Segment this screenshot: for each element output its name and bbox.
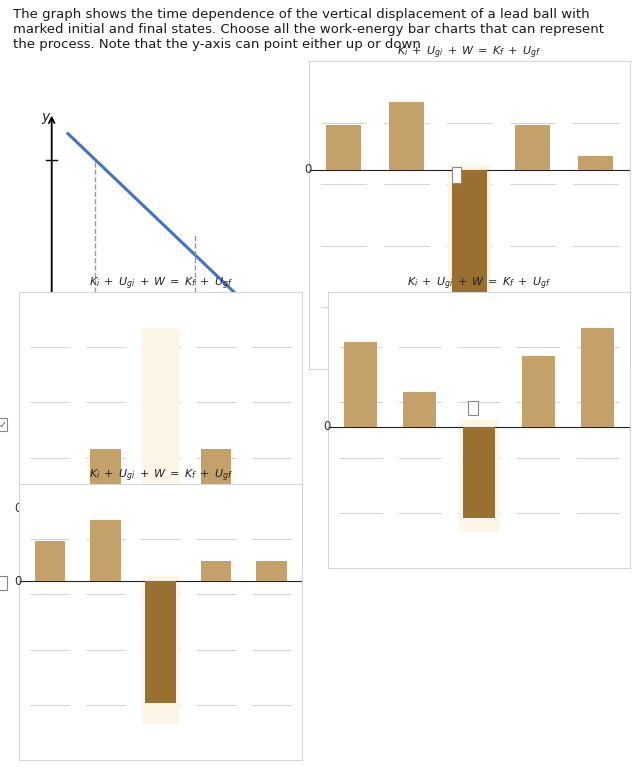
Bar — [515, 124, 550, 170]
Text: 0: 0 — [15, 502, 22, 515]
Text: i: i — [93, 340, 96, 353]
Bar — [142, 329, 179, 531]
Text: The graph shows the time dependence of the vertical displacement of a lead ball : The graph shows the time dependence of t… — [13, 8, 604, 51]
Bar — [201, 561, 231, 581]
FancyBboxPatch shape — [469, 401, 478, 415]
Title: $K_i \;+\; U_{gi} \;+\; W \;=\; K_f \;+\; U_{gf}$: $K_i \;+\; U_{gi} \;+\; W \;=\; K_f \;+\… — [407, 276, 551, 292]
Bar — [404, 392, 436, 426]
Bar — [578, 157, 613, 170]
FancyBboxPatch shape — [0, 418, 6, 432]
Bar — [142, 576, 179, 723]
FancyBboxPatch shape — [0, 577, 6, 591]
Text: y: y — [41, 110, 49, 124]
Bar — [452, 170, 487, 310]
Title: $K_i \;+\; U_{gi} \;+\; W \;=\; K_f \;+\; U_{gf}$: $K_i \;+\; U_{gi} \;+\; W \;=\; K_f \;+\… — [397, 45, 541, 61]
Bar — [459, 419, 499, 531]
Text: f: f — [193, 340, 197, 353]
Text: 0: 0 — [304, 164, 312, 177]
Bar — [35, 541, 65, 581]
Title: $K_i \;+\; U_{gi} \;+\; W \;=\; K_f \;+\; U_{gf}$: $K_i \;+\; U_{gi} \;+\; W \;=\; K_f \;+\… — [89, 276, 233, 292]
Bar — [463, 426, 495, 518]
Bar — [389, 102, 424, 170]
Bar — [448, 165, 491, 328]
Text: 0: 0 — [15, 575, 22, 588]
Text: t: t — [278, 332, 284, 346]
Bar — [326, 124, 361, 170]
Title: $K_i \;+\; U_{gi} \;+\; W \;=\; K_f \;+\; U_{gf}$: $K_i \;+\; U_{gi} \;+\; W \;=\; K_f \;+\… — [89, 468, 233, 484]
Bar — [145, 581, 176, 703]
Bar — [581, 329, 614, 426]
Bar — [257, 561, 287, 581]
Text: 0: 0 — [323, 420, 331, 433]
Text: ✓: ✓ — [0, 419, 6, 429]
Bar — [90, 521, 120, 581]
Bar — [522, 356, 554, 426]
Bar — [90, 449, 120, 508]
Bar — [344, 343, 377, 426]
Bar — [201, 449, 231, 508]
FancyBboxPatch shape — [451, 167, 461, 183]
